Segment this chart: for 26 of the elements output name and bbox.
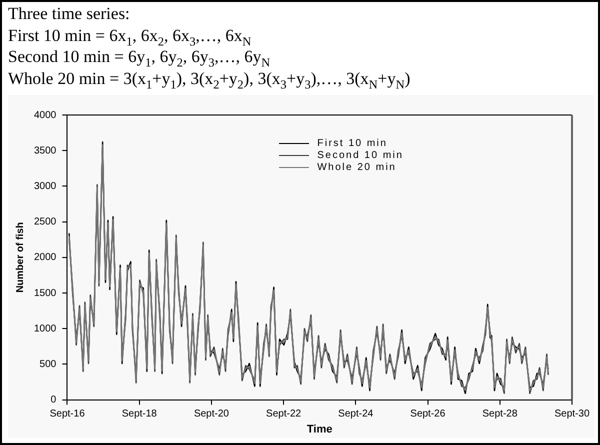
text: Whole 20 min = 3(x$_{1}$+y$_{1}$), 3(x$_{2}$+y$_{2}$), 3(x$_{3}$+y$_{3}$),…, 3(x$_{N}$+y$_{N}$)	[8, 68, 410, 91]
y-tick-label: 4000	[34, 110, 57, 121]
x-tick-label: Sept-28	[482, 408, 518, 420]
x-tick-label: Sept-26	[410, 408, 446, 420]
y-tick-label: 0	[50, 394, 57, 406]
x-tick-label: Sept-22	[266, 408, 302, 420]
legend-label: Second 10 min	[317, 150, 404, 160]
y-tick-label: 1000	[34, 323, 57, 334]
y-tick-label: 1500	[34, 288, 57, 299]
legend-label: First 10 min	[317, 138, 388, 148]
text: Second 10 min = 6y$_{1}$, 6y$_{2}$, 6y$_{3}$,…, 6y$_{N}$	[8, 46, 272, 70]
legend-label: Whole 20 min	[317, 162, 396, 172]
y-tick-label: 2500	[34, 216, 57, 228]
text: First 10 min = 6x$_{1}$, 6x$_{2}$, 6x$_{3}$,…, 6x$_{N}$	[8, 24, 252, 48]
y-axis-title: Number of fish	[14, 222, 26, 293]
chart-title: Three time series:	[8, 3, 131, 24]
y-tick-label: 3000	[34, 180, 57, 192]
x-tick-label: Sept-30	[554, 408, 590, 420]
x-tick-label: Sept-20	[194, 408, 230, 420]
x-tick-label: Sept-18	[122, 408, 158, 420]
x-tick-label: Sept-16	[50, 408, 86, 420]
y-tick-label: 3500	[34, 145, 57, 156]
y-tick-label: 2000	[34, 252, 57, 264]
x-axis-title: Time	[306, 423, 332, 436]
x-tick-label: Sept-24	[338, 408, 374, 420]
y-tick-label: 500	[40, 358, 57, 370]
